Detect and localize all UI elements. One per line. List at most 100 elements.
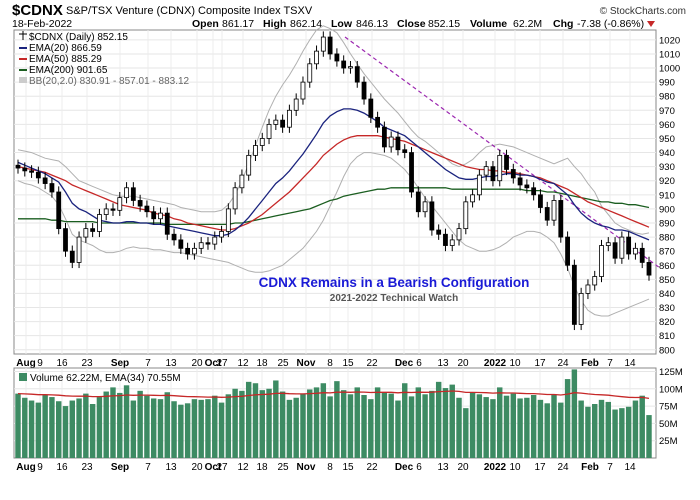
price-bar-body [198, 242, 204, 249]
price-date-label: Sep [111, 358, 129, 369]
volume-bar [273, 380, 279, 458]
volume-bar [245, 381, 252, 458]
price-tick-label: 870 [659, 247, 675, 258]
volume-bar [463, 408, 469, 458]
volume-bar [49, 397, 55, 458]
price-bars [15, 31, 652, 331]
price-tick-label: 910 [659, 190, 675, 201]
volume-bar [510, 393, 517, 458]
price-tick-label: 940 [659, 148, 675, 159]
price-bar-body [531, 187, 537, 196]
open-label: Open [192, 18, 219, 30]
price-date-label: 20 [191, 358, 203, 369]
price-bar-body [307, 63, 313, 83]
volume-bar [279, 391, 286, 458]
price-bar-body [639, 247, 645, 263]
price-bar-body [49, 183, 55, 193]
price-bar-body [314, 50, 319, 65]
price-date-label: 7 [145, 358, 151, 369]
price-bar-body [137, 200, 143, 207]
price-bar-body [103, 208, 109, 215]
price-bar-body [158, 212, 163, 220]
price-bar-body [409, 152, 414, 193]
price-bar-body [402, 149, 408, 153]
volume-bar [564, 379, 571, 458]
price-tick-label: 1000 [659, 64, 680, 75]
price-bar-body [178, 239, 184, 249]
volume-date-label: 18 [256, 462, 268, 473]
watermark: © StockCharts.com [600, 6, 686, 17]
price-bar-body [361, 81, 367, 100]
price-bar-body [110, 208, 116, 211]
volume-bar [62, 406, 69, 458]
price-tick-label: 800 [659, 345, 675, 356]
volume-bar [252, 383, 259, 458]
price-bar-body [388, 136, 394, 148]
price-bar-body [504, 154, 509, 170]
volume-bar [449, 384, 455, 458]
volume-bar [55, 401, 62, 458]
price-bar-body [253, 145, 258, 156]
price-bar-body [422, 201, 428, 213]
volume-bar [585, 406, 591, 458]
volume-bar [320, 383, 327, 458]
volume-bar [191, 399, 198, 458]
volume-bar [524, 397, 530, 458]
low-value: 846.13 [356, 18, 388, 30]
volume-bar [130, 400, 137, 458]
price-tick-label: 840 [659, 289, 675, 300]
price-vertical-gridlines [25, 30, 631, 354]
moving-averages [17, 108, 650, 241]
volume-bar [15, 393, 21, 458]
volume-bar [639, 395, 645, 458]
volume-bar [137, 390, 143, 458]
ticker-symbol[interactable]: $CDNX [12, 2, 63, 19]
volume-bar [456, 397, 462, 458]
price-bar-body [381, 126, 387, 148]
volume-date-label: 13 [165, 462, 177, 473]
price-bar-body [592, 276, 598, 286]
price-bar-body [585, 284, 591, 294]
price-bar-body [565, 236, 570, 266]
price-date-label: Oct [205, 358, 222, 369]
price-bar-body [212, 236, 218, 245]
volume-date-label: Nov [297, 462, 316, 473]
volume-date-label: 16 [56, 462, 68, 473]
volume-bar [334, 381, 340, 458]
ema20-line [17, 108, 650, 241]
downtrend-line [344, 36, 661, 269]
volume-bar [415, 387, 422, 458]
price-date-label: Aug [16, 358, 35, 369]
price-bar-body [578, 293, 584, 325]
price-bar-body [117, 197, 123, 211]
volume-bar [381, 392, 388, 458]
price-bar-body [225, 208, 231, 232]
volume-date-label: 14 [624, 462, 636, 473]
volume-bar [313, 387, 320, 458]
price-bar-body [429, 201, 435, 231]
price-bar-body [144, 205, 150, 213]
price-bar-body [456, 228, 462, 241]
volume-bar [42, 395, 48, 458]
legend-ema20: EMA(20) 866.59 [29, 43, 102, 54]
volume-legend: Volume 62.22M, EMA(34) 70.55M [30, 373, 181, 384]
price-bar-body [22, 167, 28, 172]
price-bar-body [633, 247, 638, 255]
price-date-label: 9 [37, 358, 43, 369]
price-bar-body [239, 174, 245, 189]
volume-bar [164, 392, 170, 458]
price-bar-body [171, 233, 177, 241]
price-bar-body [259, 138, 265, 146]
price-bar-body [517, 177, 523, 186]
volume-bar [422, 394, 428, 458]
volume-bar [544, 403, 550, 458]
price-bar-body [320, 36, 326, 52]
price-bar-body [375, 116, 381, 128]
volume-date-label: Dec [395, 462, 414, 473]
volume-bar [83, 393, 89, 458]
volume-date-label: 22 [366, 462, 378, 473]
volume-bar [619, 408, 625, 458]
volume-bar [225, 394, 232, 458]
volume-bar [266, 388, 272, 458]
